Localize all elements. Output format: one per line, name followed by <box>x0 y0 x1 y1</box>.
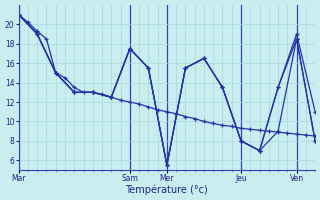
X-axis label: Température (°c): Température (°c) <box>125 185 208 195</box>
